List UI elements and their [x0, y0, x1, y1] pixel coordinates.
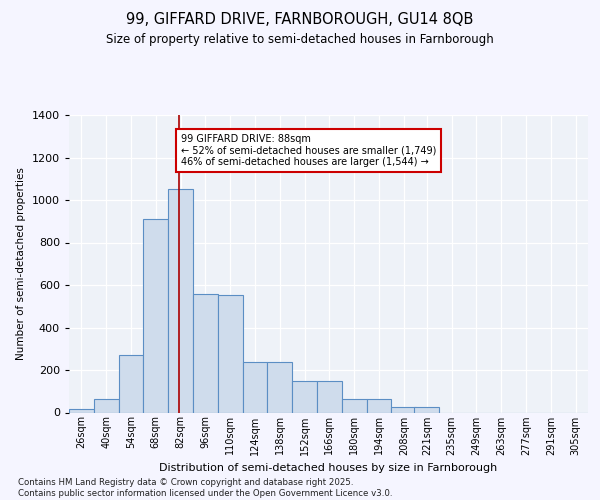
Text: 99, GIFFARD DRIVE, FARNBOROUGH, GU14 8QB: 99, GIFFARD DRIVE, FARNBOROUGH, GU14 8QB — [127, 12, 473, 28]
Y-axis label: Number of semi-detached properties: Number of semi-detached properties — [16, 168, 26, 360]
Bar — [268, 362, 292, 412]
Bar — [367, 398, 391, 412]
Bar — [292, 380, 317, 412]
Bar — [143, 219, 168, 412]
Bar — [94, 398, 119, 412]
Bar — [69, 410, 94, 412]
Text: Contains HM Land Registry data © Crown copyright and database right 2025.
Contai: Contains HM Land Registry data © Crown c… — [18, 478, 392, 498]
Bar — [218, 294, 242, 412]
Bar — [242, 362, 268, 412]
Bar — [168, 190, 193, 412]
Text: 99 GIFFARD DRIVE: 88sqm
← 52% of semi-detached houses are smaller (1,749)
46% of: 99 GIFFARD DRIVE: 88sqm ← 52% of semi-de… — [181, 134, 436, 168]
Text: Size of property relative to semi-detached houses in Farnborough: Size of property relative to semi-detach… — [106, 32, 494, 46]
Bar — [391, 407, 416, 412]
Bar — [342, 398, 367, 412]
Bar — [119, 355, 143, 412]
Bar — [193, 294, 218, 412]
Bar — [317, 380, 342, 412]
Bar — [415, 407, 439, 412]
X-axis label: Distribution of semi-detached houses by size in Farnborough: Distribution of semi-detached houses by … — [160, 463, 497, 473]
